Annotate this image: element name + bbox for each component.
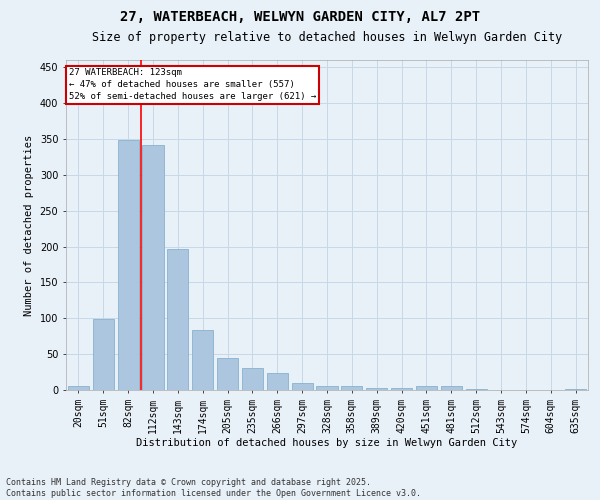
Bar xyxy=(565,388,586,390)
Y-axis label: Number of detached properties: Number of detached properties xyxy=(24,134,34,316)
Bar xyxy=(142,146,164,390)
Bar xyxy=(292,383,313,390)
Bar xyxy=(416,386,437,390)
Bar xyxy=(391,388,412,390)
Bar xyxy=(366,388,387,390)
Bar xyxy=(68,386,89,390)
Bar xyxy=(192,330,213,390)
X-axis label: Distribution of detached houses by size in Welwyn Garden City: Distribution of detached houses by size … xyxy=(136,438,518,448)
Bar xyxy=(242,368,263,390)
Bar xyxy=(341,386,362,390)
Text: 27, WATERBEACH, WELWYN GARDEN CITY, AL7 2PT: 27, WATERBEACH, WELWYN GARDEN CITY, AL7 … xyxy=(120,10,480,24)
Bar xyxy=(93,319,114,390)
Bar xyxy=(267,373,288,390)
Title: Size of property relative to detached houses in Welwyn Garden City: Size of property relative to detached ho… xyxy=(92,30,562,44)
Text: Contains HM Land Registry data © Crown copyright and database right 2025.
Contai: Contains HM Land Registry data © Crown c… xyxy=(6,478,421,498)
Bar xyxy=(167,248,188,390)
Bar xyxy=(118,140,139,390)
Bar xyxy=(316,386,338,390)
Bar xyxy=(441,386,462,390)
Bar xyxy=(217,358,238,390)
Text: 27 WATERBEACH: 123sqm
← 47% of detached houses are smaller (557)
52% of semi-det: 27 WATERBEACH: 123sqm ← 47% of detached … xyxy=(68,68,316,101)
